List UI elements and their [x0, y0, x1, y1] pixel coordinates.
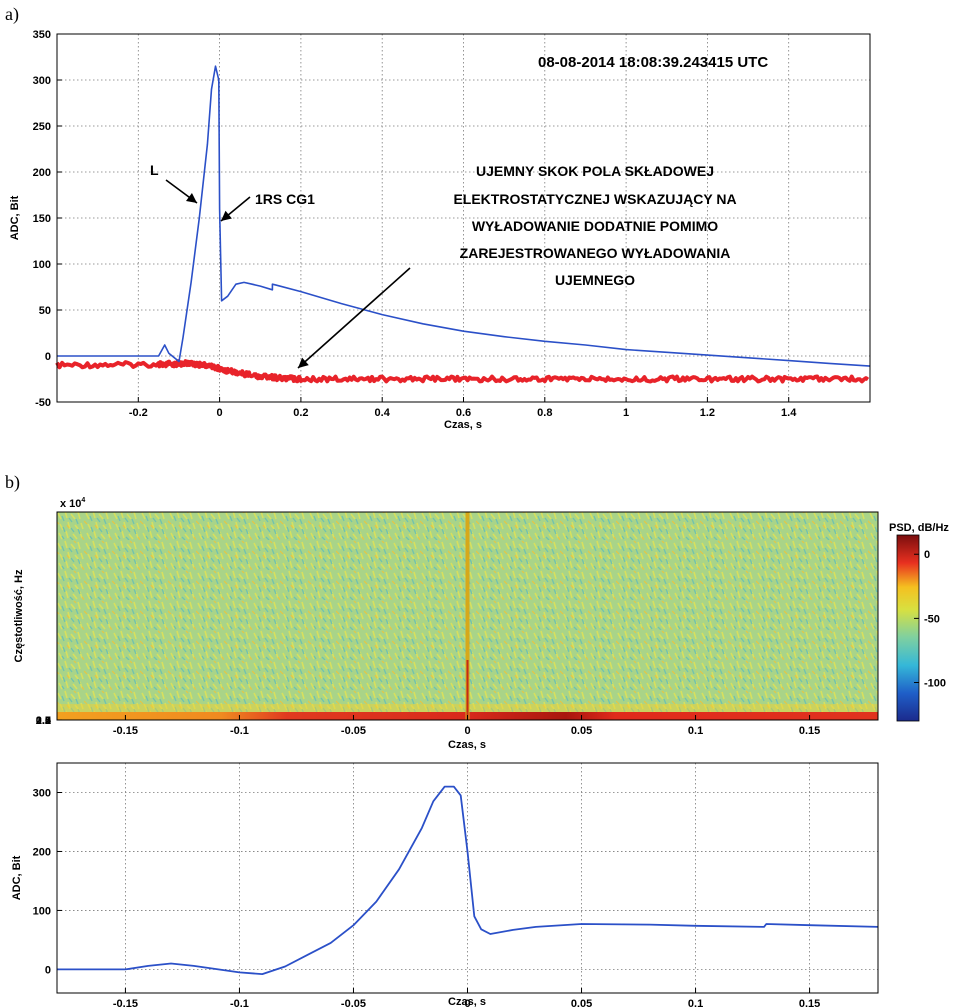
- panel-a-x-tick-label: 0.4: [375, 407, 391, 419]
- panel-a-x-tick-label: 0.2: [293, 407, 308, 419]
- annotation-l-arrow: [165, 179, 198, 204]
- panel-c-y-tick-label: 100: [33, 905, 51, 917]
- panel-a-y-tick-label: 300: [33, 75, 51, 87]
- annotation-line-5: UJEMNEGO: [555, 272, 635, 288]
- panel-a-y-tick-label: 50: [39, 305, 51, 317]
- panel-b-label: b): [5, 472, 20, 493]
- spectrogram-spike-core: [466, 660, 469, 720]
- annotation-negative-step: UJEMNY SKOK POLA SKŁADOWEJ ELEKTROSTATYC…: [453, 163, 736, 288]
- spectrogram-x-tick-label: 0.05: [571, 725, 592, 737]
- panel-c-grid: [57, 763, 878, 993]
- series-blue-line: [57, 65, 871, 367]
- colorbar-gradient: [896, 534, 920, 722]
- panel-a-series: [55, 65, 871, 384]
- colorbar: 0 -50 -100 PSD, dB/Hz: [889, 522, 949, 722]
- panel-a-y-tick-label: 200: [33, 167, 51, 179]
- panel-c-x-tick-label: 0.1: [688, 998, 703, 1008]
- panel-c-y-ticks: 0 100 200 300: [33, 787, 62, 976]
- panel-c-series-line: [57, 785, 879, 975]
- panel-a-x-tick-label: 1.4: [781, 407, 797, 419]
- spectrogram-x-tick-label: 0.15: [799, 725, 820, 737]
- panel-b-y-ticks: 00.511.522.5: [36, 715, 62, 727]
- panel-a-y-tick-label: -50: [35, 397, 51, 409]
- panel-c-frame: [56, 762, 879, 994]
- spectrogram-y-scale: x 104: [60, 497, 85, 510]
- spectrogram-y-tick-label: 2: [45, 715, 51, 727]
- panel-c-x-axis-label: Czas, s: [448, 996, 486, 1008]
- colorbar-tick-label: -50: [924, 613, 940, 625]
- panel-a-y-tick-label: 250: [33, 121, 51, 133]
- annotation-line-4: ZAREJESTROWANEGO WYŁADOWANIA: [460, 245, 731, 261]
- spectrogram-x-axis-label: Czas, s: [448, 739, 486, 751]
- annotation-line-1: UJEMNY SKOK POLA SKŁADOWEJ: [476, 163, 714, 179]
- spectrogram: [56, 511, 879, 721]
- colorbar-ticks: 0 -50 -100: [914, 549, 946, 690]
- panel-c-x-ticks: -0.15 -0.1 -0.05 0 0.05 0.1 0.15: [113, 988, 820, 1008]
- panel-a-x-tick-label: 0.8: [537, 407, 552, 419]
- annotation-1rs-cg1: 1RS CG1: [255, 191, 315, 207]
- annotation-l: L: [150, 162, 159, 178]
- spectrogram-x-tick-label: -0.1: [230, 725, 249, 737]
- panel-a-arrows: [165, 179, 411, 369]
- panel-a-y-tick-label: 100: [33, 259, 51, 271]
- colorbar-tick-label: 0: [924, 549, 930, 561]
- spectrogram-x-tick-label: -0.05: [341, 725, 366, 737]
- panel-c-y-tick-label: 200: [33, 846, 51, 858]
- panel-a-y-tick-label: 0: [45, 351, 51, 363]
- annotation-1rs-arrow: [220, 196, 251, 222]
- panel-c-x-tick-label: 0.15: [799, 998, 820, 1008]
- panel-c-x-tick-label: 0.05: [571, 998, 592, 1008]
- panel-a-x-ticks: -0.2 0 0.2 0.4 0.6 0.8 1 1.2 1.4: [129, 397, 797, 419]
- spectrogram-x-tick-label: -0.15: [113, 725, 138, 737]
- panel-a-x-axis-label: Czas, s: [444, 419, 482, 431]
- annotation-negative-step-arrow: [297, 267, 411, 369]
- panel-c-y-tick-label: 300: [33, 787, 51, 799]
- spectrogram-spike: [465, 512, 470, 720]
- panel-a-x-tick-label: -0.2: [129, 407, 148, 419]
- timestamp-label: 08-08-2014 18:08:39.243415 UTC: [538, 54, 768, 71]
- colorbar-tick-label: -100: [924, 678, 946, 690]
- panel-c-y-tick-label: 0: [45, 964, 51, 976]
- colorbar-title: PSD, dB/Hz: [889, 522, 949, 534]
- panel-b-x-ticks: -0.15 -0.1 -0.05 0 0.05 0.1 0.15: [113, 715, 820, 737]
- panel-c-x-tick-label: 0: [464, 998, 470, 1008]
- panel-a-grid: [57, 33, 870, 403]
- annotation-line-3: WYŁADOWANIE DODATNIE POMIMO: [472, 218, 718, 234]
- panel-a-y-tick-label: 150: [33, 213, 51, 225]
- panel-a-y-tick-label: 350: [33, 29, 51, 41]
- spectrogram-y-tick-label: 0.5: [36, 715, 51, 727]
- spectrogram-x-tick-label: 0.1: [688, 725, 703, 737]
- panel-a-y-axis-label: ADC, Bit: [9, 195, 21, 240]
- panel-a-x-tick-label: 1: [623, 407, 629, 419]
- series-red-line: [55, 359, 870, 384]
- spectrogram-y-tick-label: 1.5: [36, 715, 51, 727]
- panel-c-series: [57, 785, 879, 975]
- panel-a-frame: [56, 33, 871, 403]
- panel-a-y-ticks: -50 0 50 100 150 200 250 300 350: [33, 29, 62, 409]
- panel-c-y-axis-label: ADC, Bit: [11, 855, 23, 900]
- panel-a-x-tick-label: 1.2: [700, 407, 715, 419]
- panel-c-x-tick-label: -0.05: [341, 998, 366, 1008]
- spectrogram-y-tick-label: 2.5: [36, 715, 51, 727]
- panel-a-x-tick-label: 0: [217, 407, 223, 419]
- spectrogram-x-tick-label: 0: [464, 725, 470, 737]
- panel-c-x-tick-label: -0.15: [113, 998, 138, 1008]
- panel-a-x-tick-label: 0.6: [456, 407, 471, 419]
- annotation-line-2: ELEKTROSTATYCZNEJ WSKAZUJĄCY NA: [453, 191, 736, 207]
- panel-a-label: a): [5, 4, 19, 25]
- spectrogram-y-tick-label: 1: [45, 715, 51, 727]
- spectrogram-y-axis-label: Częstotliwość, Hz: [13, 569, 25, 662]
- spectrogram-y-tick-label: 0: [45, 715, 51, 727]
- panel-c-x-tick-label: -0.1: [230, 998, 249, 1008]
